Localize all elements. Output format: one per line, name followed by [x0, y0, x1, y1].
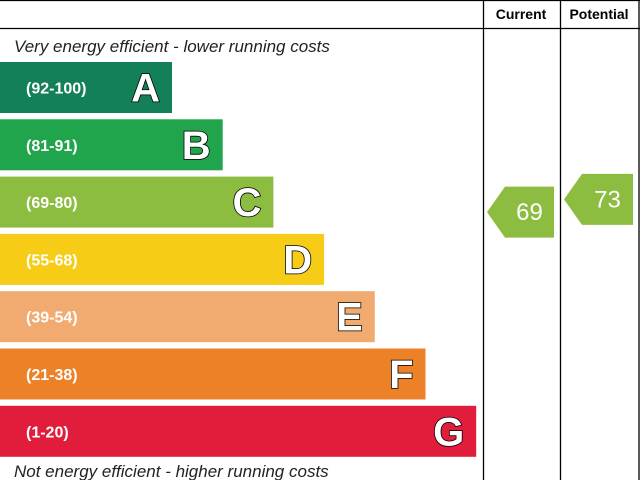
- band-b-bar: [0, 119, 223, 171]
- band-d-bar: [0, 233, 325, 285]
- band-d-letter: D: [283, 238, 312, 282]
- band-f: (21-38) F: [0, 348, 426, 400]
- current-column-header: Current: [496, 6, 547, 22]
- band-c-letter: C: [233, 181, 262, 225]
- band-g-range: (1-20): [26, 424, 69, 441]
- rating-bands: (92-100) A (81-91) B (69-80) C (55-68) D (39-54)…: [0, 62, 477, 457]
- band-e-letter: E: [336, 296, 363, 340]
- band-f-range: (21-38): [26, 367, 78, 384]
- band-a: (92-100) A: [0, 62, 172, 113]
- band-b: (81-91) B: [0, 119, 223, 171]
- band-d-range: (55-68): [26, 252, 78, 269]
- potential-rating-marker: 73: [564, 173, 633, 225]
- potential-column-header: Potential: [569, 6, 628, 22]
- bottom-efficiency-note: Not energy efficient - higher running co…: [14, 462, 329, 480]
- band-b-letter: B: [182, 124, 211, 168]
- band-d: (55-68) D: [0, 233, 325, 285]
- band-c: (69-80) C: [0, 176, 274, 228]
- band-a-range: (92-100): [26, 81, 86, 98]
- band-g-bar: [0, 405, 477, 457]
- rating-markers: 69 73: [487, 173, 633, 238]
- band-b-range: (81-91): [26, 138, 78, 155]
- top-efficiency-note: Very energy efficient - lower running co…: [14, 37, 330, 56]
- band-g: (1-20) G: [0, 405, 477, 457]
- potential-rating-marker-arrow: [564, 173, 633, 225]
- band-f-bar: [0, 348, 426, 400]
- current-rating-marker-arrow: [487, 186, 554, 238]
- band-e-range: (39-54): [26, 310, 78, 327]
- current-rating-marker: 69: [487, 186, 554, 238]
- potential-rating-marker-value: 73: [594, 186, 621, 213]
- band-a-letter: A: [131, 67, 160, 111]
- band-f-letter: F: [389, 353, 413, 397]
- current-rating-marker-value: 69: [516, 199, 543, 226]
- band-e: (39-54) E: [0, 291, 375, 343]
- band-c-bar: [0, 176, 274, 228]
- band-g-letter: G: [433, 410, 464, 454]
- band-e-bar: [0, 291, 375, 343]
- band-c-range: (69-80): [26, 195, 78, 212]
- band-a-bar: [0, 62, 172, 113]
